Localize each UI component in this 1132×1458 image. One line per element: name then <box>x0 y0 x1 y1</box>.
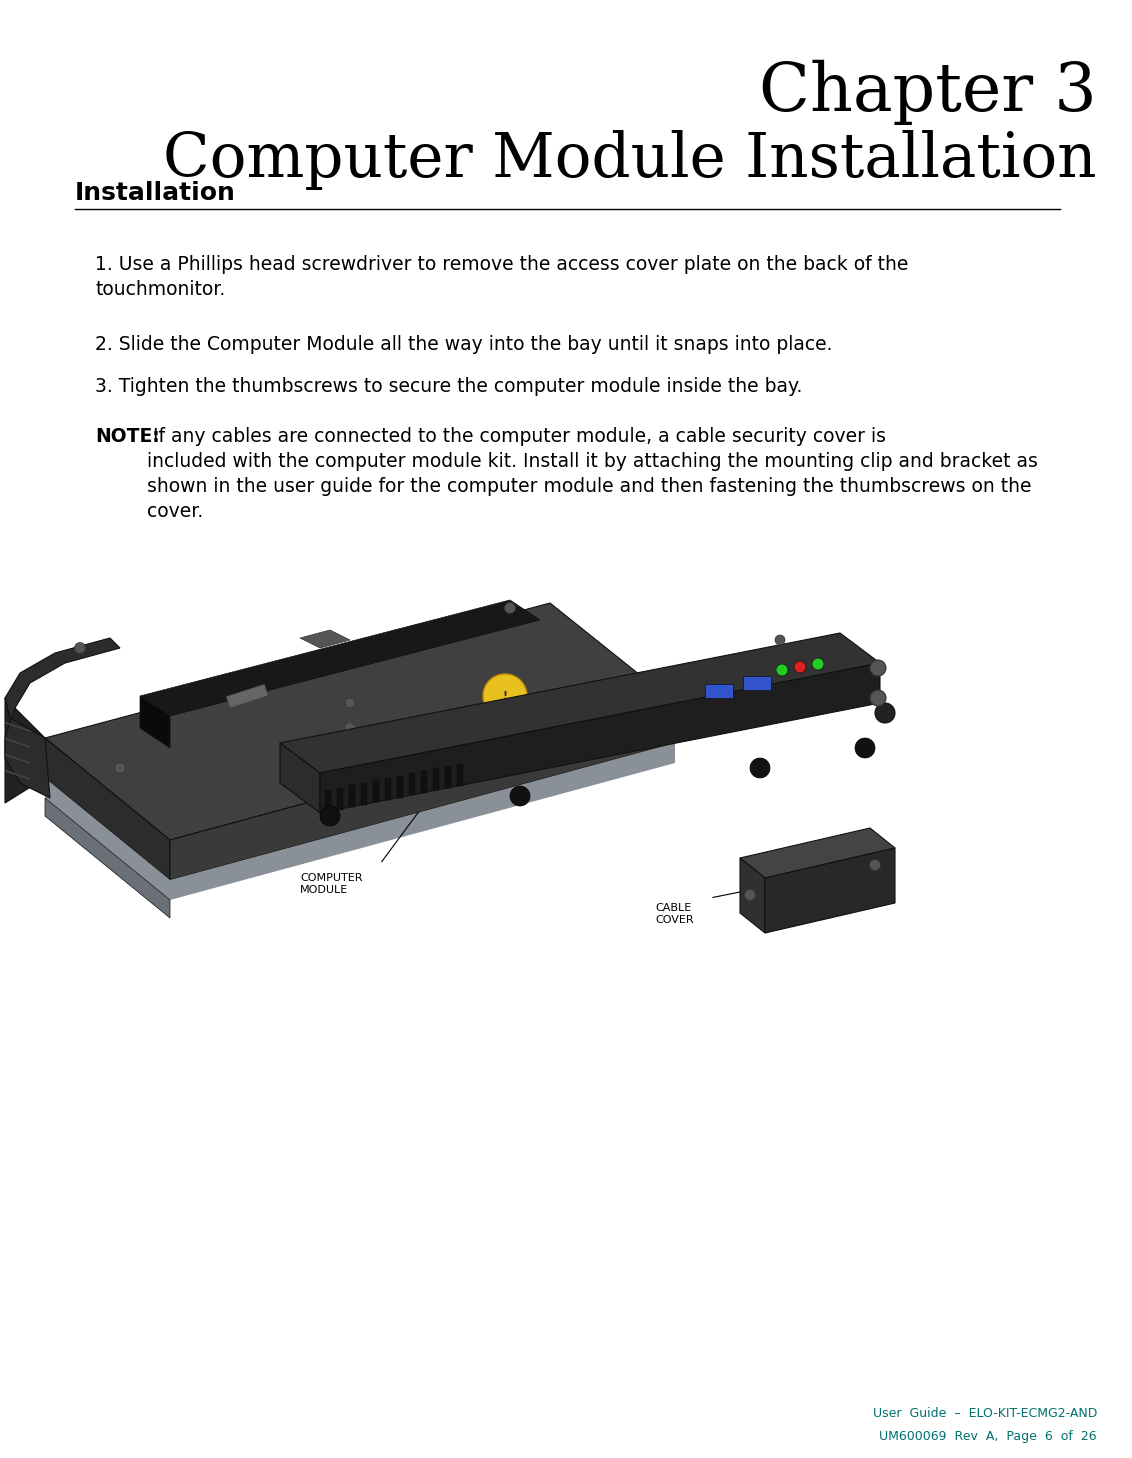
Text: Computer Module Installation: Computer Module Installation <box>163 130 1097 190</box>
Bar <box>705 684 734 698</box>
Circle shape <box>345 698 355 709</box>
Text: NOTE:: NOTE: <box>95 427 160 446</box>
Bar <box>397 776 403 798</box>
Circle shape <box>777 663 788 677</box>
Bar <box>226 684 268 709</box>
Polygon shape <box>300 630 350 647</box>
Bar <box>325 790 331 812</box>
Text: If any cables are connected to the computer module, a cable security cover is
in: If any cables are connected to the compu… <box>147 427 1038 521</box>
Circle shape <box>875 703 895 723</box>
Bar <box>445 765 451 787</box>
Circle shape <box>745 889 755 901</box>
Text: CABLE
COVER: CABLE COVER <box>655 903 694 924</box>
Text: 3. Tighten the thumbscrews to secure the computer module inside the bay.: 3. Tighten the thumbscrews to secure the… <box>95 378 803 397</box>
Polygon shape <box>45 798 170 919</box>
Bar <box>421 771 427 793</box>
Polygon shape <box>280 633 880 773</box>
Polygon shape <box>45 744 675 900</box>
Bar <box>434 768 439 790</box>
Polygon shape <box>45 604 675 840</box>
Text: !: ! <box>503 691 507 701</box>
Circle shape <box>871 660 886 677</box>
Polygon shape <box>140 695 170 748</box>
Text: 2. Slide the Computer Module all the way into the bay until it snaps into place.: 2. Slide the Computer Module all the way… <box>95 335 832 354</box>
Bar <box>385 779 391 800</box>
Circle shape <box>812 658 824 671</box>
Polygon shape <box>170 703 675 881</box>
Text: UM600069  Rev  A,  Page  6  of  26: UM600069 Rev A, Page 6 of 26 <box>880 1430 1097 1443</box>
Text: COMPUTER
MODULE: COMPUTER MODULE <box>300 873 362 895</box>
Bar <box>409 773 415 795</box>
Bar <box>361 783 367 805</box>
Polygon shape <box>320 663 880 814</box>
Circle shape <box>320 806 340 827</box>
Bar <box>374 780 379 802</box>
Polygon shape <box>45 738 170 881</box>
Circle shape <box>505 602 515 614</box>
Circle shape <box>871 690 886 706</box>
Circle shape <box>855 738 875 758</box>
Circle shape <box>344 723 355 733</box>
Polygon shape <box>765 849 895 933</box>
Polygon shape <box>740 828 895 878</box>
Bar <box>337 787 343 809</box>
Polygon shape <box>5 639 120 798</box>
Bar <box>349 786 355 808</box>
Polygon shape <box>280 744 320 814</box>
Polygon shape <box>5 698 45 803</box>
Circle shape <box>775 636 784 644</box>
Bar <box>457 764 463 786</box>
Text: User  Guide  –  ELO-KIT-ECMG2-AND: User Guide – ELO-KIT-ECMG2-AND <box>873 1407 1097 1420</box>
Circle shape <box>114 763 126 774</box>
Bar <box>743 677 771 691</box>
Text: 1. Use a Phillips head screwdriver to remove the access cover plate on the back : 1. Use a Phillips head screwdriver to re… <box>95 255 908 299</box>
Text: Installation: Installation <box>75 181 235 206</box>
Polygon shape <box>140 601 540 716</box>
Circle shape <box>483 674 528 717</box>
Circle shape <box>794 660 806 674</box>
Circle shape <box>511 786 530 806</box>
Circle shape <box>869 860 881 870</box>
Text: Chapter 3: Chapter 3 <box>760 60 1097 125</box>
Circle shape <box>751 758 770 779</box>
Circle shape <box>75 643 86 653</box>
Polygon shape <box>740 857 765 933</box>
